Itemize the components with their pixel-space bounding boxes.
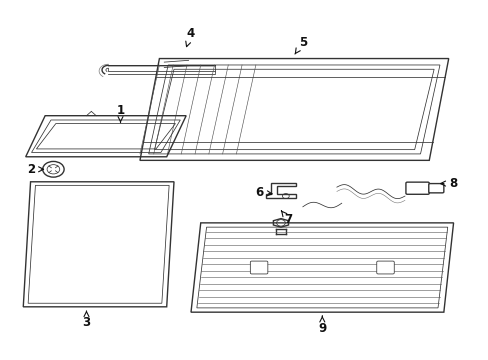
Text: 2: 2	[27, 163, 43, 176]
Text: 3: 3	[82, 311, 90, 329]
Text: 6: 6	[254, 186, 271, 199]
Text: 9: 9	[318, 316, 326, 335]
Text: 1: 1	[116, 104, 124, 122]
Text: 7: 7	[281, 211, 292, 226]
FancyBboxPatch shape	[405, 182, 428, 194]
Text: 4: 4	[185, 27, 195, 47]
FancyBboxPatch shape	[250, 261, 267, 274]
FancyBboxPatch shape	[428, 184, 443, 193]
FancyBboxPatch shape	[376, 261, 393, 274]
Text: 5: 5	[294, 36, 306, 54]
Text: 8: 8	[440, 177, 457, 190]
